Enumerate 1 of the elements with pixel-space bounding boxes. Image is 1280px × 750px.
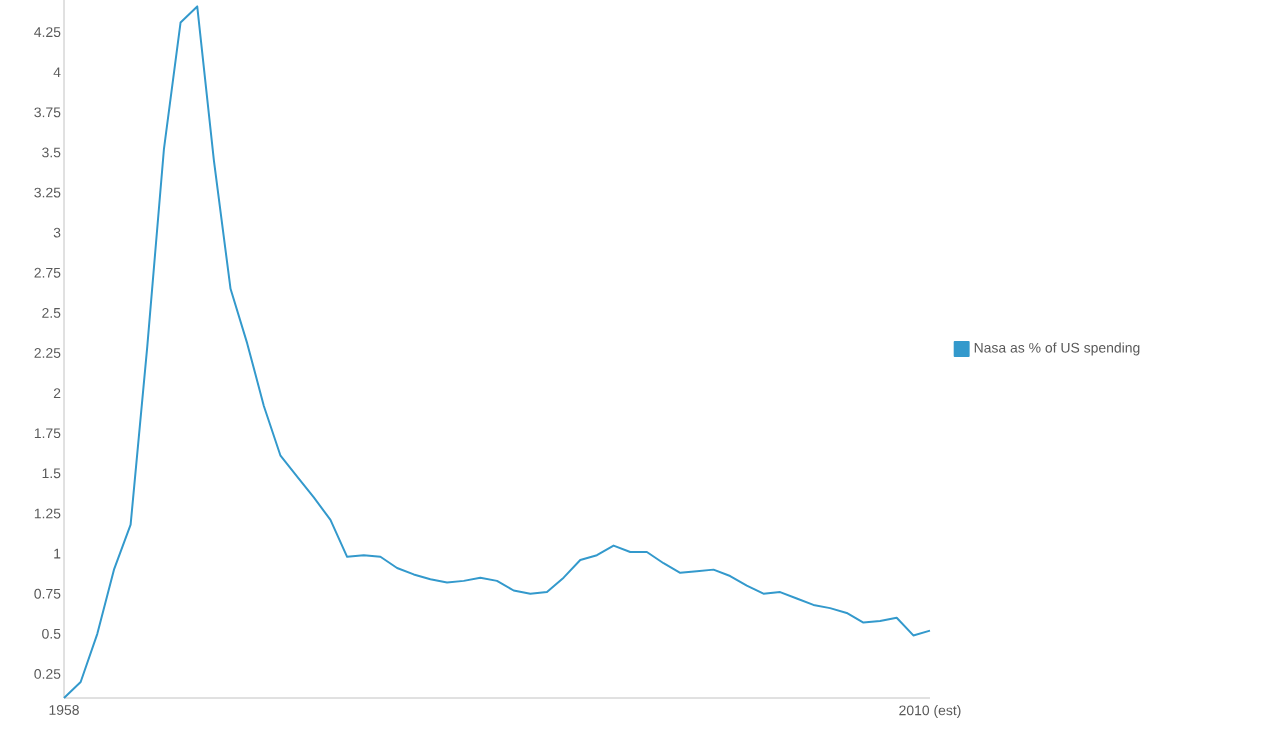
line-series — [63, 5, 931, 699]
